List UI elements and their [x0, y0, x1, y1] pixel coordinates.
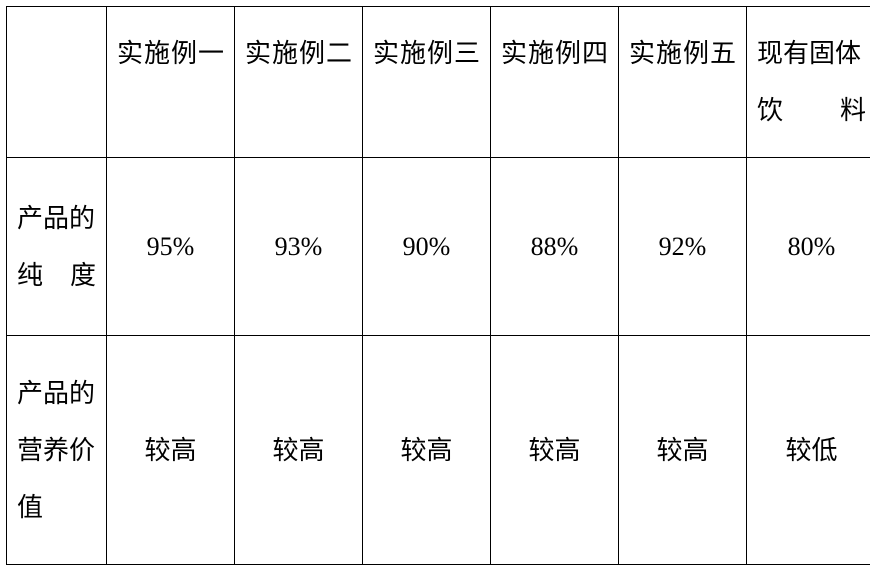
col-header-label: 实施例四: [501, 25, 608, 82]
row-header-label: 产品的纯度: [17, 204, 96, 290]
col-header-label: 实施例一: [117, 25, 224, 82]
col-header-label: 实施例三: [373, 25, 480, 82]
table-row: 产品的纯度 95% 93% 90% 88% 92% 80%: [7, 158, 870, 336]
data-cell: 95%: [107, 158, 235, 336]
data-cell: 92%: [619, 158, 747, 336]
corner-cell: [7, 7, 107, 158]
col-header-example-5: 实施例五: [619, 7, 747, 158]
col-header-example-1: 实施例一: [107, 7, 235, 158]
col-header-label: 现有固体饮料: [757, 25, 866, 139]
table-header-row: 实施例一 实施例二 实施例三 实施例四 实施例五 现有固体饮料: [7, 7, 870, 158]
col-header-label: 实施例二: [245, 25, 352, 82]
col-header-example-3: 实施例三: [363, 7, 491, 158]
data-cell: 80%: [747, 158, 870, 336]
col-header-example-2: 实施例二: [235, 7, 363, 158]
data-cell: 88%: [491, 158, 619, 336]
data-table: 实施例一 实施例二 实施例三 实施例四 实施例五 现有固体饮料 产品的纯度 95…: [6, 6, 870, 565]
row-header-label: 产品的营养价值: [17, 379, 95, 522]
col-header-existing: 现有固体饮料: [747, 7, 870, 158]
data-cell: 90%: [363, 158, 491, 336]
col-header-label: 实施例五: [629, 25, 736, 82]
data-cell: 93%: [235, 158, 363, 336]
col-header-example-4: 实施例四: [491, 7, 619, 158]
row-header-purity: 产品的纯度: [7, 158, 107, 336]
